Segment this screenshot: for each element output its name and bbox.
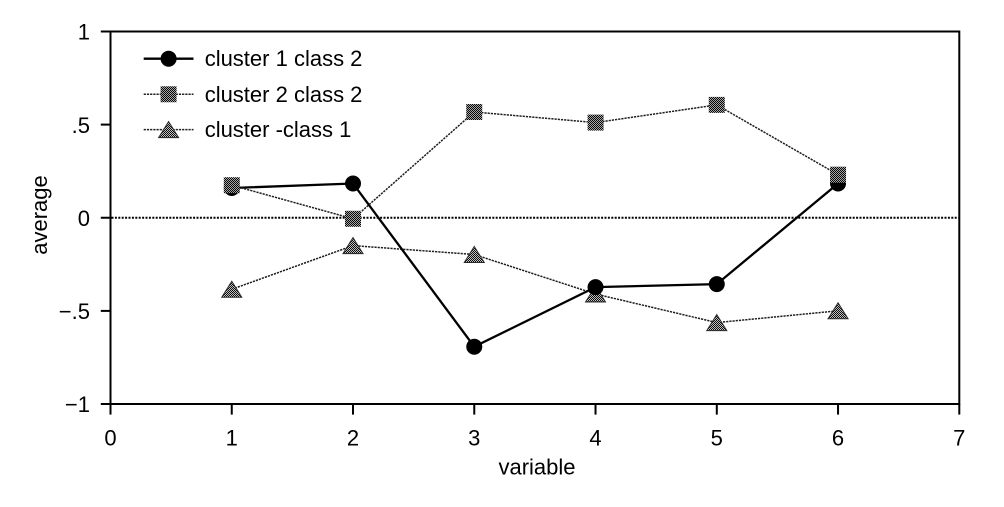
svg-text:5: 5 (711, 426, 723, 451)
svg-text:2: 2 (347, 426, 359, 451)
svg-text:average: average (27, 175, 52, 255)
svg-text:cluster 2 class 2: cluster 2 class 2 (205, 82, 363, 107)
svg-text:4: 4 (589, 426, 601, 451)
svg-text:−1: −1 (65, 392, 90, 417)
svg-text:7: 7 (953, 426, 965, 451)
svg-text:−.5: −.5 (59, 299, 90, 324)
svg-text:cluster -class 1: cluster -class 1 (205, 117, 352, 142)
svg-text:3: 3 (468, 426, 480, 451)
svg-text:1: 1 (78, 20, 90, 45)
svg-text:cluster 1 class 2: cluster 1 class 2 (205, 46, 363, 71)
svg-text:1: 1 (226, 426, 238, 451)
svg-text:0: 0 (78, 206, 90, 231)
svg-text:6: 6 (832, 426, 844, 451)
svg-text:0: 0 (104, 426, 116, 451)
svg-text:variable: variable (498, 455, 575, 480)
svg-text:.5: .5 (72, 113, 90, 138)
